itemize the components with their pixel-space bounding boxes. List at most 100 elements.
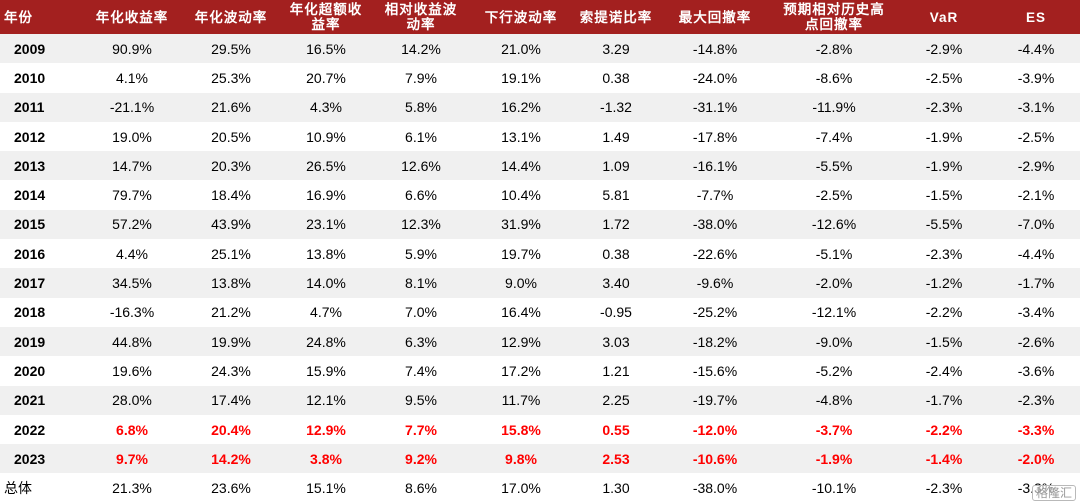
column-header: 年化波动率: [184, 0, 278, 34]
table-cell: -2.1%: [1017, 187, 1055, 204]
table-cell: -1.9%: [772, 444, 896, 474]
table-cell: 1.72: [574, 209, 658, 240]
table-cell: 9.0%: [468, 268, 574, 298]
table-cell: 5.81: [602, 187, 630, 204]
table-cell: 5.8%: [374, 92, 468, 122]
table-cell: 12.9%: [468, 326, 574, 357]
table-cell: 13.8%: [184, 268, 278, 298]
column-header-text: ES: [1025, 9, 1046, 25]
table-cell: 17.2%: [501, 362, 541, 379]
table-cell: -5.5%: [772, 151, 896, 181]
table-row: 总体 21.3% 23.6% 15.1% 8.6% 17.0% 1.30 -38.0% -10.…: [0, 473, 1080, 502]
table-cell: -12.0%: [692, 421, 738, 438]
row-label: 2012: [14, 128, 46, 145]
table-cell: -9.6%: [658, 268, 772, 298]
table-cell: 8.6%: [405, 480, 437, 497]
column-header: 相对收益波 动率: [374, 0, 468, 34]
table-row: 2016 4.4% 25.1% 13.8% 5.9% 19.7% 0.38 -22.6% -5.…: [0, 239, 1080, 268]
watermark-text: 格隆汇: [1035, 486, 1072, 500]
table-cell: -2.0%: [772, 268, 896, 298]
table-cell: 2.53: [574, 444, 658, 474]
table-header: 年份 年化收益率 年化波动率 年化超额收 益率 相对收益波 动率 下行波动率 索提诺比率 最大回撤…: [0, 0, 1080, 34]
column-header-text: 下行波动率: [484, 9, 558, 25]
row-label: 总体: [4, 480, 32, 497]
table-cell: 14.2%: [184, 444, 278, 474]
table-cell: 7.9%: [405, 69, 437, 86]
table-cell: 6.8%: [116, 421, 148, 438]
table-cell: -2.8%: [772, 34, 896, 64]
table-cell: 20.5%: [211, 128, 251, 145]
column-header: 最大回撤率: [658, 0, 772, 34]
table-row: 2015 57.2% 43.9% 23.1% 12.3% 31.9% 1.72 -38.0% -…: [0, 209, 1080, 240]
table-cell: -1.9%: [925, 128, 963, 145]
table-cell: -11.9%: [772, 92, 896, 122]
row-label: 2015: [0, 209, 80, 240]
table-cell: 5.9%: [405, 245, 437, 262]
row-label: 2020: [14, 362, 46, 379]
table-cell: 3.8%: [278, 444, 374, 474]
table-cell: -1.7%: [896, 385, 992, 415]
column-header: 年份: [0, 0, 80, 34]
table-cell: -2.2%: [925, 421, 963, 438]
table-cell: 9.5%: [374, 385, 468, 415]
table-cell: -3.7%: [815, 421, 853, 438]
table-cell: 1.21: [602, 362, 630, 379]
table-cell: 17.0%: [501, 480, 541, 497]
table-cell: 1.09: [574, 151, 658, 181]
column-header-text: 益率: [311, 17, 341, 32]
table-cell: -1.5%: [925, 187, 963, 204]
row-label: 2011: [0, 92, 80, 122]
column-header: VaR: [896, 0, 992, 34]
table-cell: 16.2%: [468, 92, 574, 122]
table-cell: 25.3%: [211, 69, 251, 86]
table-cell: -1.7%: [992, 268, 1080, 298]
column-header: 索提诺比率: [574, 0, 658, 34]
table-cell: -15.6%: [692, 362, 738, 379]
table-cell: 57.2%: [80, 209, 184, 240]
table-cell: -5.2%: [815, 362, 853, 379]
row-label: 2022: [14, 421, 46, 438]
table-cell: 29.5%: [184, 34, 278, 64]
table-body: 2009 90.9% 29.5% 16.5% 14.2% 21.0% 3.29 -14.8% -…: [0, 34, 1080, 503]
table-cell: 20.3%: [184, 151, 278, 181]
watermark: 格隆汇: [1031, 485, 1076, 501]
table-cell: 10.4%: [501, 187, 541, 204]
table-cell: 12.3%: [374, 209, 468, 240]
table-cell: -1.2%: [896, 268, 992, 298]
table-cell: -2.3%: [992, 385, 1080, 415]
table-cell: 19.6%: [112, 362, 152, 379]
table-cell: 23.6%: [211, 480, 251, 497]
table-row: 2020 19.6% 24.3% 15.9% 7.4% 17.2% 1.21 -15.6% -5…: [0, 356, 1080, 385]
table-cell: 4.4%: [116, 245, 148, 262]
table-cell: -16.3%: [109, 304, 155, 321]
table-cell: -2.2%: [925, 304, 963, 321]
table-cell: -1.32: [574, 92, 658, 122]
table-cell: 21.0%: [468, 34, 574, 64]
table-cell: 16.5%: [278, 34, 374, 64]
column-header: 预期相对历史高 点回撤率: [772, 0, 896, 34]
column-header: 下行波动率: [468, 0, 574, 34]
table-cell: -7.0%: [992, 209, 1080, 240]
column-header-text: 年份: [4, 9, 33, 25]
table-cell: -4.8%: [772, 385, 896, 415]
column-header-text: 最大回撤率: [678, 9, 752, 25]
table-cell: -2.3%: [896, 92, 992, 122]
table-cell: 12.1%: [278, 385, 374, 415]
table-cell: -38.0%: [658, 209, 772, 240]
table-cell: -3.1%: [992, 92, 1080, 122]
table-cell: 2.25: [574, 385, 658, 415]
table-cell: -2.5%: [925, 69, 963, 86]
table-cell: 4.1%: [116, 69, 148, 86]
table-cell: -24.0%: [692, 69, 738, 86]
table-cell: 0.38: [602, 245, 630, 262]
table-cell: 3.03: [574, 326, 658, 357]
table-cell: 34.5%: [80, 268, 184, 298]
table-cell: -10.6%: [658, 444, 772, 474]
table-cell: 17.4%: [184, 385, 278, 415]
row-label: 2016: [14, 245, 46, 262]
table-cell: 16.4%: [501, 304, 541, 321]
column-header-text: VaR: [929, 9, 959, 25]
header-row: 年份 年化收益率 年化波动率 年化超额收 益率 相对收益波 动率 下行波动率 索提诺比率 最大回撤…: [0, 0, 1080, 34]
table-cell: -19.7%: [658, 385, 772, 415]
